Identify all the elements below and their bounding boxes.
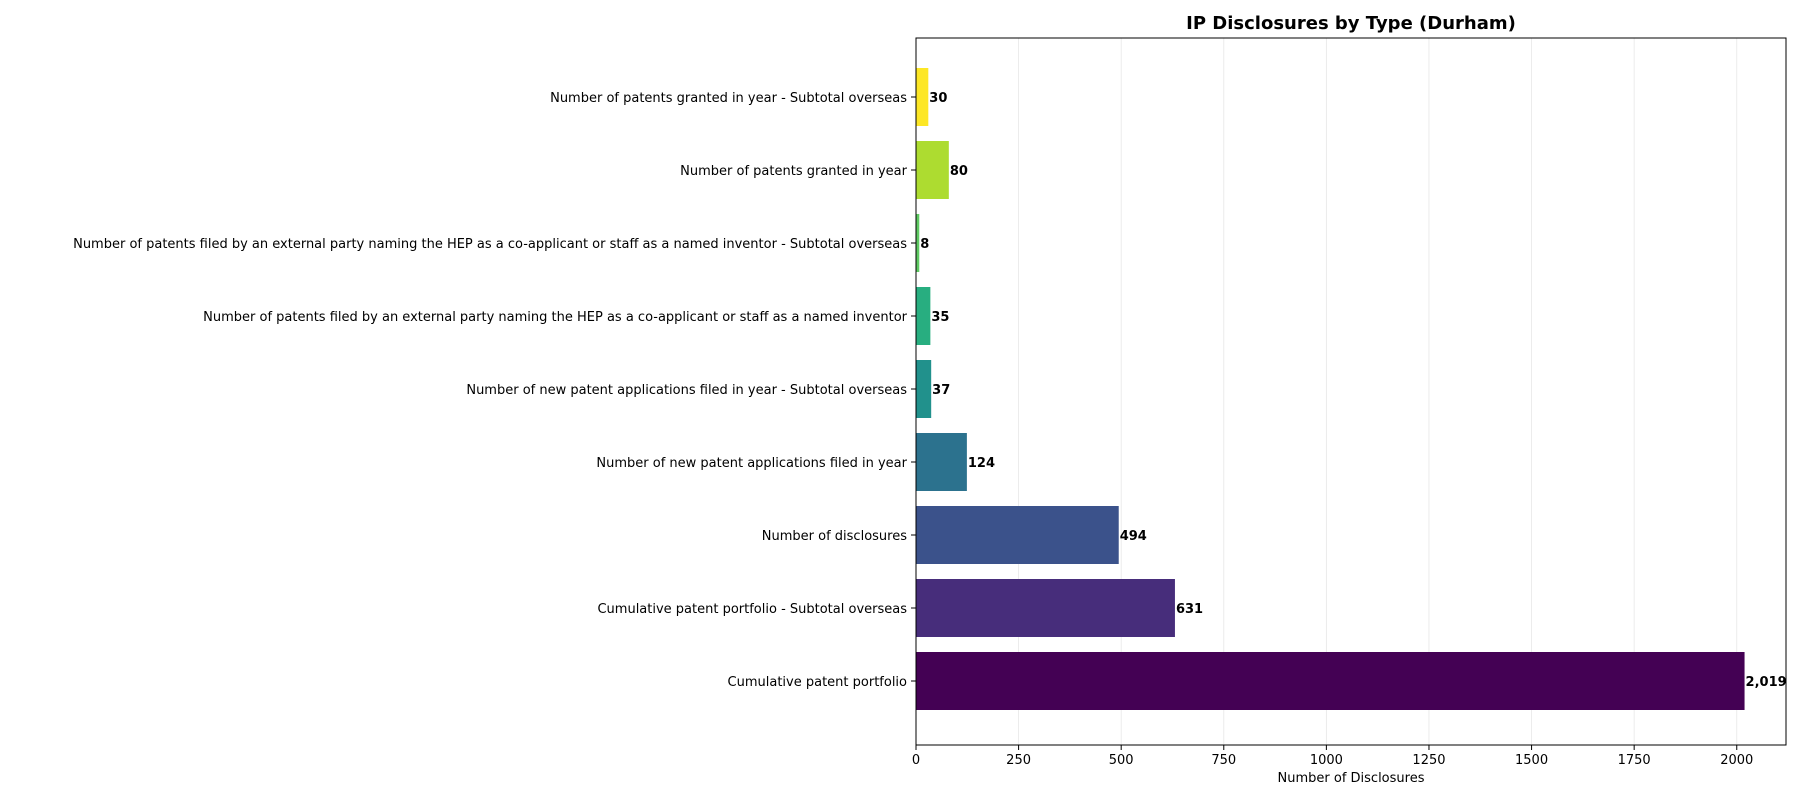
bar (916, 287, 931, 345)
category-label: Number of disclosures (762, 529, 907, 544)
bar (916, 579, 1175, 637)
category-labels: Cumulative patent portfolio Cumulative pa… (73, 91, 916, 690)
category-label: Number of new patent applications filed … (466, 383, 907, 398)
category-label: Cumulative patent portfolio - Subtotal o… (597, 602, 907, 617)
bar (916, 433, 967, 491)
x-tick-label: 0 (912, 753, 920, 768)
plot-frame (915, 37, 1787, 746)
category-label: Number of new patent applications filed … (596, 456, 907, 471)
bar (916, 652, 1745, 710)
category-label: Number of patents filed by an external p… (73, 237, 907, 252)
x-tick-label: 500 (1109, 753, 1134, 768)
bar-value-label: 494 (1120, 529, 1147, 544)
category-label: Number of patents granted in year - Subt… (550, 91, 907, 106)
bar-value-label: 631 (1176, 602, 1203, 617)
bar (916, 360, 932, 418)
bar (916, 141, 949, 199)
bar-value-label: 8 (920, 237, 929, 252)
x-axis-label: Number of Disclosures (1278, 771, 1425, 786)
category-label: Number of patents filed by an external p… (203, 310, 908, 325)
x-tick-label: 1750 (1618, 753, 1651, 768)
bar (916, 68, 929, 126)
bar (916, 214, 920, 272)
chart-title: IP Disclosures by Type (Durham) (1186, 13, 1516, 34)
bar-value-label: 37 (932, 383, 950, 398)
x-tick-label: 1000 (1310, 753, 1343, 768)
x-tick-label: 1250 (1412, 753, 1445, 768)
bars (916, 68, 1745, 710)
bar-value-label: 124 (968, 456, 995, 471)
bar (916, 506, 1119, 564)
bar-value-label: 30 (929, 91, 947, 106)
category-label: Number of patents granted in year (680, 164, 907, 179)
data-labels: 2,019 631 494 124 37 35 8 80 30 (920, 91, 1786, 690)
x-tick-label: 2000 (1720, 753, 1753, 768)
bar-value-label: 80 (950, 164, 968, 179)
x-ticks: 0 250 500 750 1000 1250 1500 1750 2000 (912, 745, 1753, 768)
bar-value-label: 35 (931, 310, 949, 325)
x-tick-label: 750 (1211, 753, 1236, 768)
x-tick-label: 1500 (1515, 753, 1548, 768)
bar-value-label: 2,019 (1746, 675, 1787, 690)
grid-lines (915, 38, 1738, 745)
x-tick-label: 250 (1006, 753, 1031, 768)
category-label: Cumulative patent portfolio (728, 675, 908, 690)
